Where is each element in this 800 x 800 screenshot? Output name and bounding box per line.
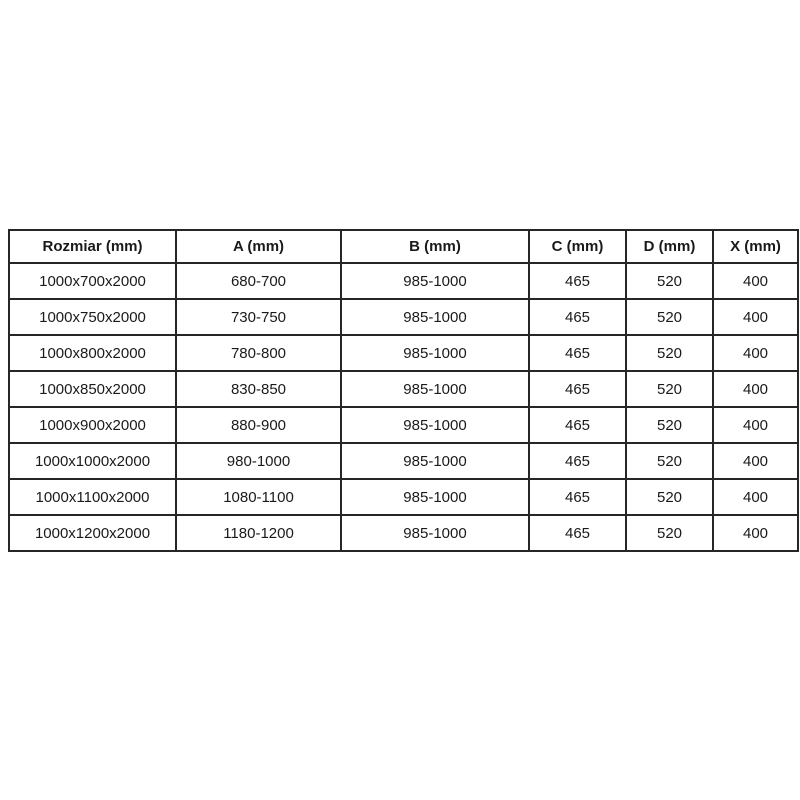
table-cell: 400 (712, 262, 799, 300)
column-header-1: A (mm) (175, 229, 342, 264)
table-cell: 465 (528, 370, 627, 408)
table-cell: 880-900 (175, 406, 342, 444)
table-cell: 520 (625, 298, 714, 336)
dimensions-table: Rozmiar (mm) A (mm) B (mm) C (mm) D (mm) X (m… (8, 229, 799, 552)
table-cell: 465 (528, 478, 627, 516)
table-cell: 400 (712, 514, 799, 552)
table-cell: 520 (625, 406, 714, 444)
table-row: 1000x850x2000 830-850 985-1000 465 520 400 (8, 370, 799, 408)
table-row: 1000x1200x2000 1180-1200 985-1000 465 520 400 (8, 514, 799, 552)
table-body: 1000x700x2000 680-700 985-1000 465 520 400 100… (8, 262, 799, 552)
header-row: Rozmiar (mm) A (mm) B (mm) C (mm) D (mm) X (m… (8, 229, 799, 264)
table-cell: 830-850 (175, 370, 342, 408)
table-cell: 465 (528, 406, 627, 444)
table-cell: 465 (528, 298, 627, 336)
table-cell: 1080-1100 (175, 478, 342, 516)
table-cell: 1000x1100x2000 (8, 478, 177, 516)
table-cell: 985-1000 (340, 406, 530, 444)
table-cell: 1000x750x2000 (8, 298, 177, 336)
table-cell: 985-1000 (340, 442, 530, 480)
table-cell: 465 (528, 442, 627, 480)
table-cell: 520 (625, 514, 714, 552)
table-cell: 1000x700x2000 (8, 262, 177, 300)
table-cell: 400 (712, 370, 799, 408)
table-cell: 1180-1200 (175, 514, 342, 552)
table-cell: 730-750 (175, 298, 342, 336)
table-row: 1000x900x2000 880-900 985-1000 465 520 400 (8, 406, 799, 444)
table-cell: 1000x850x2000 (8, 370, 177, 408)
column-header-4: D (mm) (625, 229, 714, 264)
table-cell: 465 (528, 262, 627, 300)
table-cell: 985-1000 (340, 262, 530, 300)
table-cell: 1000x800x2000 (8, 334, 177, 372)
table-row: 1000x700x2000 680-700 985-1000 465 520 400 (8, 262, 799, 300)
table-row: 1000x1100x2000 1080-1100 985-1000 465 520 400 (8, 478, 799, 516)
table-cell: 1000x1200x2000 (8, 514, 177, 552)
table-cell: 465 (528, 514, 627, 552)
table-cell: 520 (625, 334, 714, 372)
table-row: 1000x750x2000 730-750 985-1000 465 520 400 (8, 298, 799, 336)
table-cell: 980-1000 (175, 442, 342, 480)
table-cell: 985-1000 (340, 298, 530, 336)
table-cell: 465 (528, 334, 627, 372)
table-cell: 520 (625, 478, 714, 516)
table-cell: 985-1000 (340, 478, 530, 516)
table-cell: 520 (625, 442, 714, 480)
table-cell: 1000x900x2000 (8, 406, 177, 444)
table-cell: 400 (712, 334, 799, 372)
table-cell: 400 (712, 406, 799, 444)
table-cell: 400 (712, 478, 799, 516)
table-cell: 680-700 (175, 262, 342, 300)
table-cell: 400 (712, 442, 799, 480)
table-cell: 985-1000 (340, 370, 530, 408)
column-header-0: Rozmiar (mm) (8, 229, 177, 264)
table-cell: 985-1000 (340, 334, 530, 372)
table-row: 1000x800x2000 780-800 985-1000 465 520 400 (8, 334, 799, 372)
table-cell: 520 (625, 262, 714, 300)
table-row: 1000x1000x2000 980-1000 985-1000 465 520 400 (8, 442, 799, 480)
column-header-5: X (mm) (712, 229, 799, 264)
column-header-3: C (mm) (528, 229, 627, 264)
column-header-2: B (mm) (340, 229, 530, 264)
table-cell: 1000x1000x2000 (8, 442, 177, 480)
table-cell: 520 (625, 370, 714, 408)
table-cell: 400 (712, 298, 799, 336)
table-cell: 985-1000 (340, 514, 530, 552)
table-cell: 780-800 (175, 334, 342, 372)
